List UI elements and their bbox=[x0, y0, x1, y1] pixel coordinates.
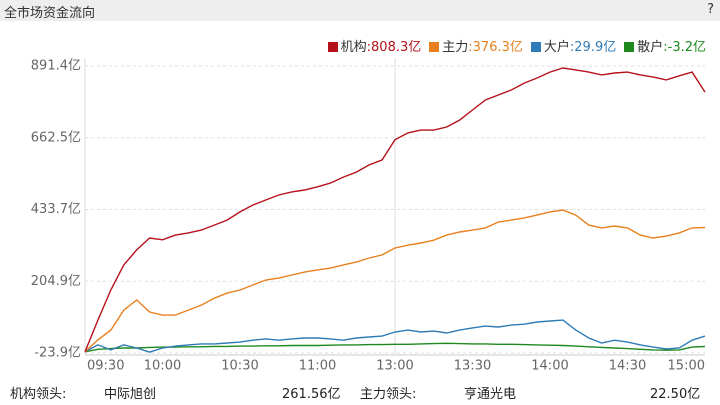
x-tick-label: 10:30 bbox=[221, 359, 258, 374]
legend-swatch bbox=[429, 42, 440, 52]
x-tick-label: 14:00 bbox=[531, 359, 568, 374]
y-tick-label: -23.9亿 bbox=[34, 346, 81, 361]
x-tick-label: 13:30 bbox=[454, 359, 491, 374]
legend-swatch bbox=[530, 42, 541, 52]
lead-label: 机构领头: bbox=[10, 387, 67, 402]
legend-swatch bbox=[327, 42, 338, 52]
legend-name: 散户 bbox=[637, 40, 664, 55]
legend-swatch bbox=[624, 42, 635, 52]
help-button[interactable]: ? bbox=[707, 2, 714, 17]
series-line bbox=[84, 319, 706, 353]
legend-value: :376.3亿 bbox=[468, 40, 523, 55]
x-tick-label: 10:00 bbox=[144, 359, 181, 374]
x-tick-label: 14:30 bbox=[609, 359, 646, 374]
legend-item: 散户:-3.2亿 bbox=[624, 36, 706, 55]
legend-item: 机构:808.3亿 bbox=[327, 36, 422, 55]
legend-value: :29.9亿 bbox=[569, 40, 617, 55]
lead-value: 22.50亿 bbox=[650, 387, 701, 402]
legend-item: 大户:29.9亿 bbox=[530, 36, 617, 55]
lead-label: 主力领头: bbox=[360, 387, 417, 402]
lead-name: 亨通光电 bbox=[464, 387, 517, 402]
legend-name: 大户 bbox=[543, 40, 570, 55]
series-line bbox=[84, 342, 706, 353]
x-tick-label: 15:00 bbox=[668, 359, 705, 374]
x-tick-label: 11:00 bbox=[299, 359, 336, 374]
x-tick-label: 13:00 bbox=[376, 359, 413, 374]
header: 全市场资金流向 ? bbox=[0, 0, 720, 21]
y-tick-label: 433.7亿 bbox=[31, 202, 81, 217]
series-line bbox=[84, 209, 706, 353]
y-tick-label: 204.9亿 bbox=[31, 274, 81, 289]
title: 全市场资金流向 bbox=[4, 6, 96, 21]
legend: 机构:808.3亿 主力:376.3亿 大户:29.9亿 散户:-3.2亿 bbox=[327, 36, 706, 55]
y-tick-label: 891.4亿 bbox=[31, 59, 81, 74]
legend-name: 机构 bbox=[340, 40, 367, 55]
legend-item: 主力:376.3亿 bbox=[429, 36, 523, 55]
chart: -23.9亿 204.9亿 433.7亿 662.5亿 891.4亿 09:30 10:00… bbox=[31, 58, 706, 374]
legend-value: :-3.2亿 bbox=[663, 40, 706, 55]
lead-name: 中际旭创 bbox=[104, 387, 157, 402]
legend-value: :808.3亿 bbox=[366, 40, 422, 55]
lead-value: 261.56亿 bbox=[282, 387, 341, 402]
series-line bbox=[84, 67, 706, 353]
y-tick-label: 662.5亿 bbox=[31, 130, 81, 145]
x-tick-label: 09:30 bbox=[87, 359, 124, 374]
legend-name: 主力 bbox=[442, 40, 469, 55]
